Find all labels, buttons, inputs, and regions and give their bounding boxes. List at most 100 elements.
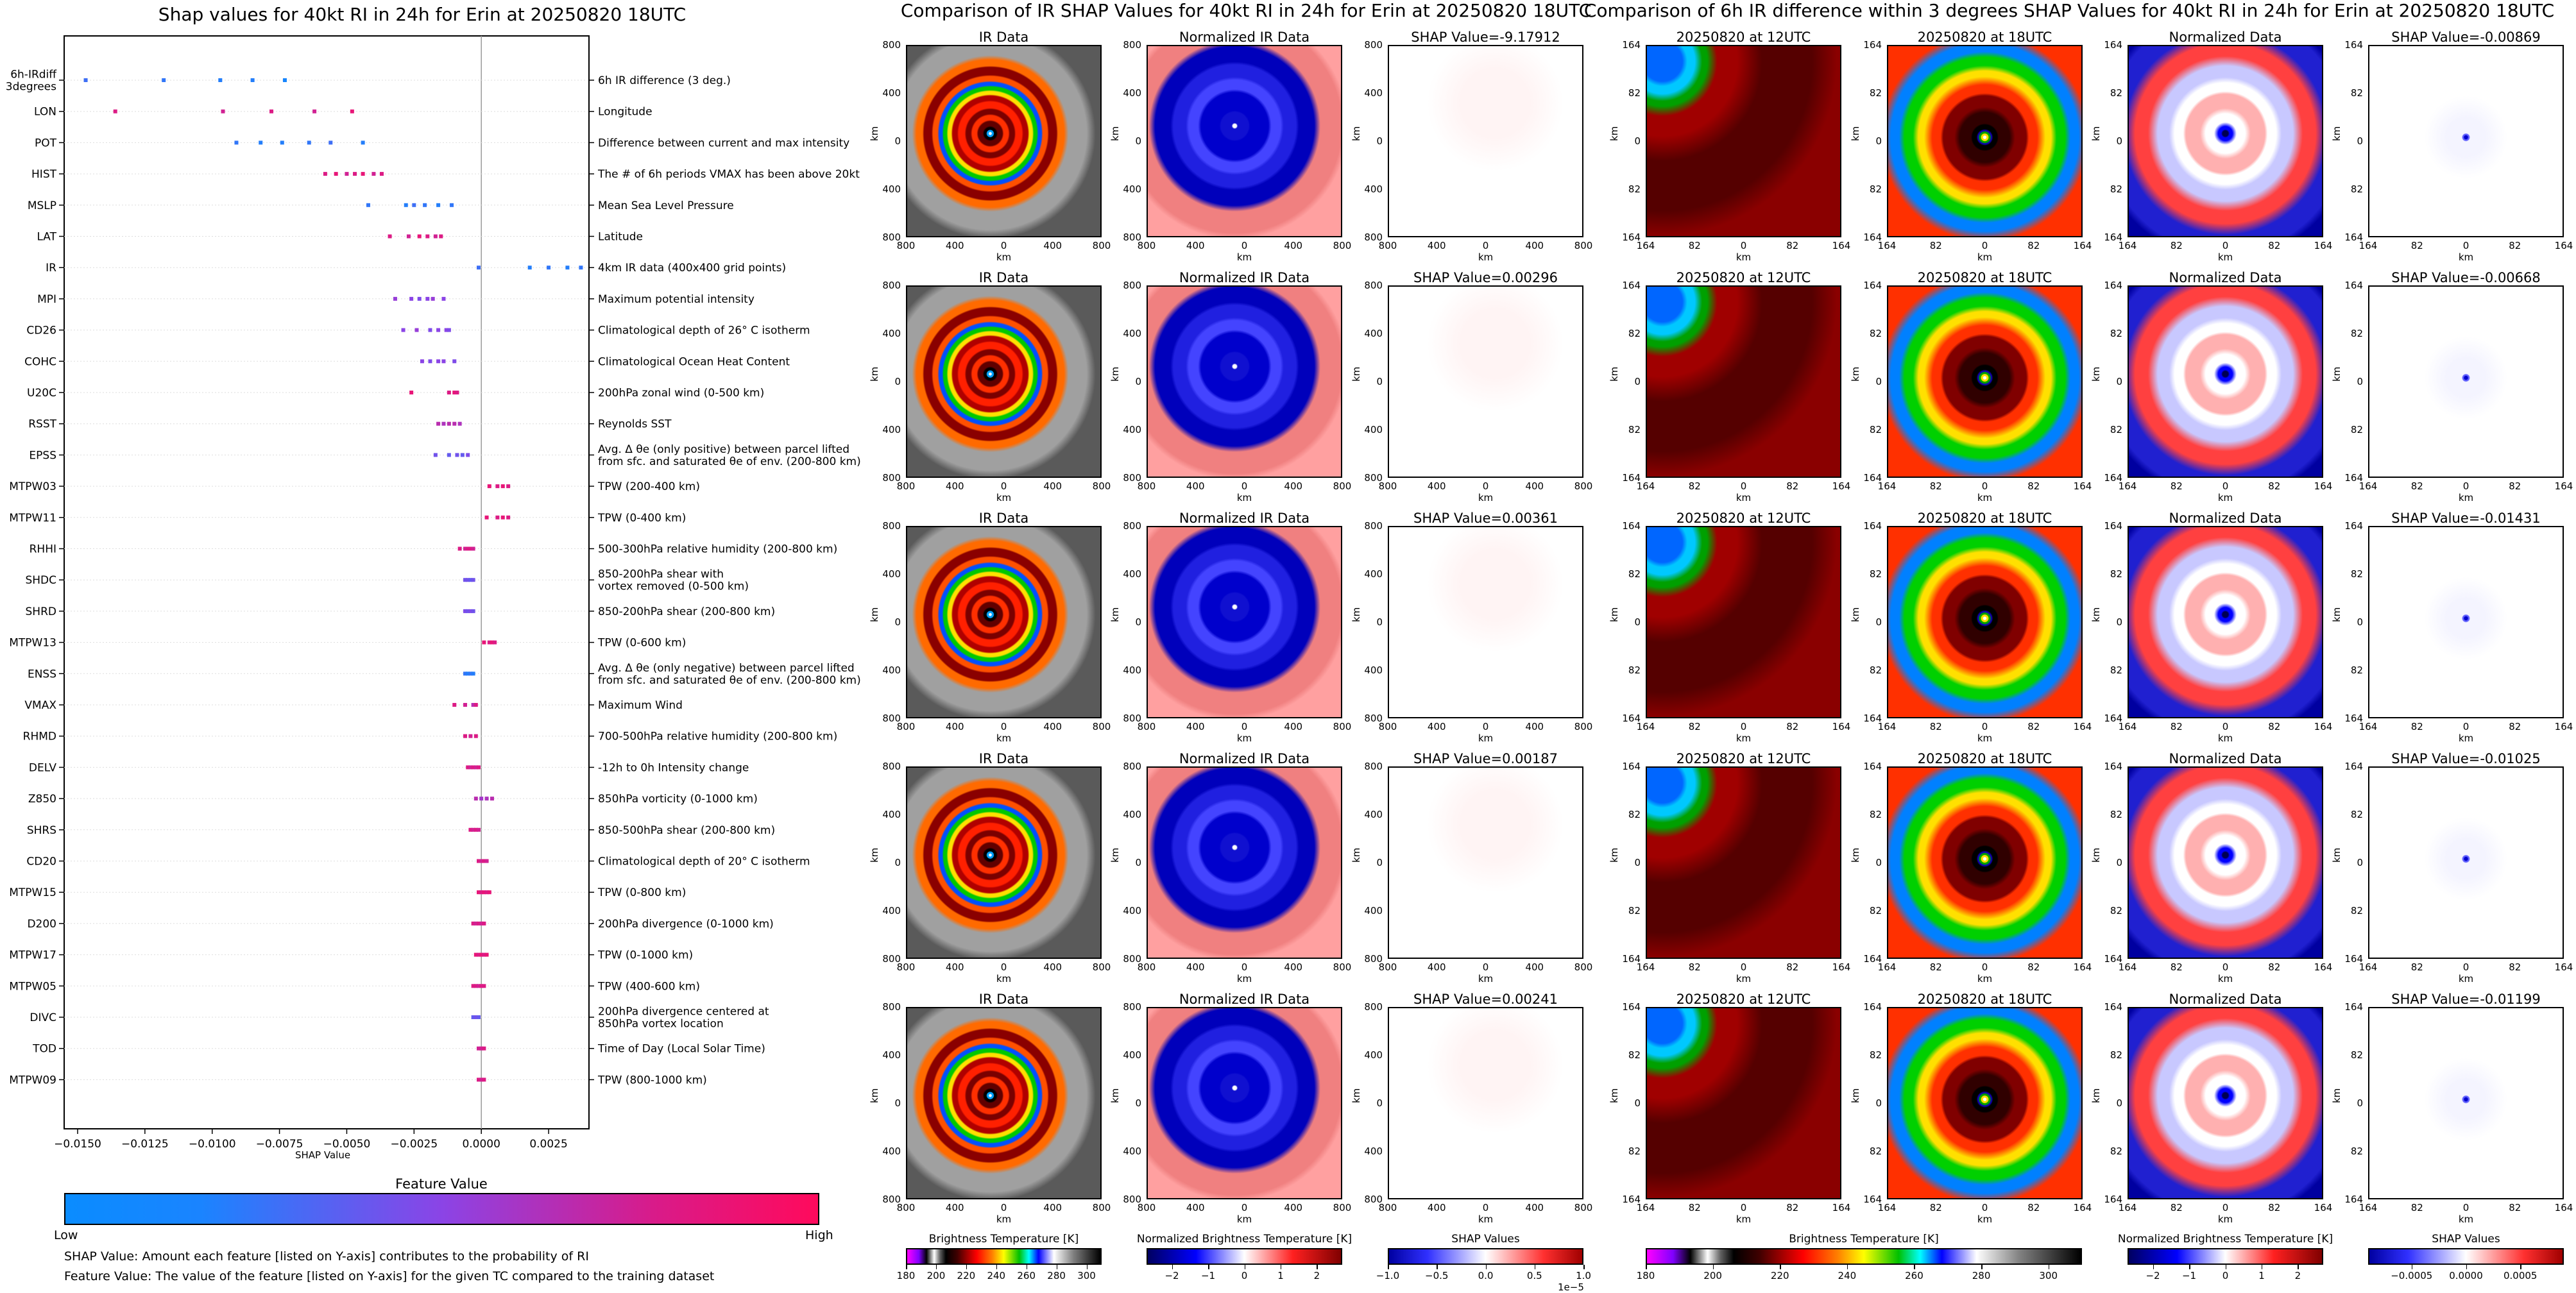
ir-x-tick-label: 0 [1000,721,1007,732]
ir-norm-colorbar-tick-label: 0 [1241,1270,1248,1281]
shap-point [579,266,583,270]
ir-panel [906,526,1102,718]
shap-point [447,328,451,332]
ir-x-tick-label: 800 [896,1202,916,1213]
diff-x-tick-label: 82 [2268,1202,2281,1213]
diff-x-tick-label: 82 [2268,480,2281,492]
shap-feature-description: 4km IR data (400x400 grid points) [598,262,786,275]
diff-y-tick-label: 164 [2104,280,2122,291]
shap-feature-label: 6h-IRdiff [10,69,57,81]
ir-norm-colorbar [1147,1248,1342,1265]
shap-point [280,140,284,145]
diff-x-tick-label: 164 [1832,721,1851,732]
ir-y-axis-label: km [869,126,880,141]
shap-point [477,1078,481,1082]
shap-point [457,421,462,426]
ir-y-tick-label: 0 [1376,616,1383,628]
diff-x-tick-label: 164 [1636,961,1655,973]
ir-y-axis-label: km [1109,126,1121,141]
diff-y-axis-label: km [2090,126,2102,141]
shap-point [468,609,473,613]
diff-panel [1646,526,1841,718]
ir-x-tick-label: 800 [1137,480,1156,492]
diff-x-tick-label: 82 [1786,1202,1799,1213]
shap-feature-label: Z850 [28,793,56,806]
ir-panel-title: Normalized IR Data [1179,270,1310,285]
shap-point [495,484,500,489]
diff-x-axis-label: km [1736,1213,1752,1225]
diff-temp-colorbar-tick [2048,1265,2050,1269]
shap-point [490,640,494,645]
ir-panel [906,285,1102,478]
shap-feature-label: U20C [27,387,56,400]
shap-point [473,765,478,770]
diff-shap-colorbar-tick-label: 0.0005 [2503,1270,2538,1281]
diff-y-tick-label: 82 [2350,664,2363,676]
shap-feature-description: Avg. Δ θe (only negative) between parcel… [598,662,855,675]
shap-point [455,391,459,394]
diff-x-tick-label: 82 [2170,480,2183,492]
shap-feature-label: POT [35,137,57,149]
diff-x-tick-label: 164 [1877,721,1897,732]
ir-panel [1388,526,1583,718]
shap-point [477,952,481,957]
ir-x-tick-label: 400 [1525,480,1544,492]
diff-y-tick-label: 82 [1869,328,1882,339]
ir-x-tick-label: 400 [1427,1202,1446,1213]
ir-y-tick-label: 400 [882,568,901,580]
diff-panel [2368,1007,2564,1199]
diff-shap-colorbar-tick-label: 0.0000 [2449,1270,2483,1281]
shap-feature-label: SHRS [27,824,56,837]
diff-x-tick-label: 164 [2118,961,2137,973]
diff-panel [2368,45,2564,237]
diff-y-tick-label: 82 [1869,1145,1882,1157]
shap-point [477,1046,481,1051]
ir-y-tick-label: 800 [882,280,901,291]
shap-point [468,578,473,582]
ir-x-tick-label: 800 [1378,240,1397,251]
ir-y-tick-label: 400 [1123,568,1141,580]
shap-point [218,78,223,82]
diff-y-tick-label: 82 [1628,568,1641,580]
diff-y-tick-label: 82 [2350,809,2363,820]
diff-x-tick-label: 0 [1981,480,1988,492]
diff-norm-colorbar-tick [2261,1265,2263,1269]
diff-y-tick-label: 82 [2110,328,2122,339]
diff-shap-title: SHAP Value=-0.01199 [2391,992,2541,1007]
ir-panel [1388,45,1583,237]
shap-feature-description: Avg. Δ θe (only positive) between parcel… [598,443,849,456]
shap-point [466,672,470,676]
shap-feature-description: vortex removed (0-500 km) [598,580,749,593]
diff-panel-title: 20250820 at 12UTC [1676,992,1811,1007]
diff-shap-title: SHAP Value=-0.00668 [2391,270,2541,285]
diff-panel-title: 20250820 at 18UTC [1917,992,2052,1007]
diff-y-tick-label: 82 [2350,328,2363,339]
diff-x-tick-label: 0 [1981,961,1988,973]
shap-point [500,484,505,489]
shap-point [361,140,365,145]
ir-comparison-title: Comparison of IR SHAP Values for 40kt RI… [900,0,1592,21]
shap-point [423,203,427,207]
feature-value-label: Feature Value [395,1176,488,1192]
diff-y-tick-label: 82 [1628,328,1641,339]
ir-x-tick-label: 800 [1333,240,1352,251]
shap-point [409,296,414,301]
shap-x-axis-label: SHAP Value [295,1149,351,1161]
diff-panel [1646,45,1841,237]
ir-temp-colorbar-label: Brightness Temperature [K] [928,1233,1079,1246]
diff-x-tick-label: 0 [2462,1202,2469,1213]
ir-panel-title: IR Data [978,992,1029,1007]
shap-point [482,890,486,895]
ir-shap-colorbar [1388,1248,1583,1265]
diff-y-tick-label: 164 [1863,520,1882,532]
shap-point [477,266,481,270]
ir-y-tick-label: 400 [882,424,901,435]
diff-y-tick-label: 164 [2104,520,2122,532]
diff-x-tick-label: 164 [2358,480,2378,492]
diff-x-tick-label: 82 [2509,1202,2521,1213]
ir-x-tick-label: 400 [945,240,964,251]
ir-x-tick-label: 800 [1378,961,1397,973]
ir-x-tick-label: 800 [1574,240,1593,251]
shap-feature-description: 850-200hPa shear (200-800 km) [598,605,775,618]
diff-x-tick-label: 82 [2410,240,2423,251]
